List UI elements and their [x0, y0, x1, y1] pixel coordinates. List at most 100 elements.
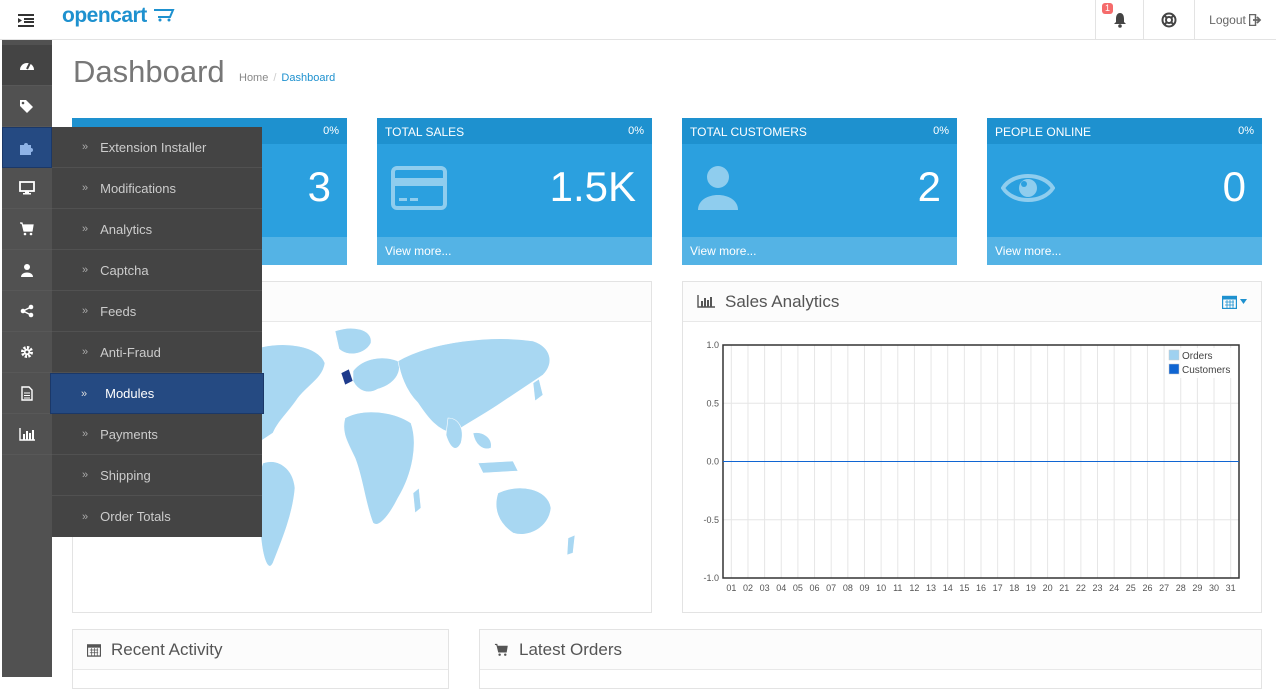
angle-double-right-icon: »	[82, 510, 89, 523]
menu-item-analytics[interactable]: » Analytics	[52, 209, 262, 250]
sign-out-icon	[1248, 14, 1262, 26]
data-point-customers	[897, 461, 899, 462]
tile-title: TOTAL SALES	[385, 125, 465, 139]
panel-heading: Sales Analytics	[683, 282, 1261, 322]
tile-footer[interactable]: View more...	[987, 237, 1262, 265]
sidebar-item-statistics[interactable]	[2, 414, 52, 455]
logout-button[interactable]: Logout	[1194, 0, 1276, 40]
breadcrumb-home-link[interactable]: Home	[239, 72, 269, 84]
sales-analytics-panel: Sales Analytics 1.0 0.5 0.0 -0.5 -1.0 01 02 03 0…	[682, 281, 1262, 613]
x-tick-label: 18	[1009, 583, 1019, 593]
menu-item-feeds[interactable]: » Feeds	[52, 291, 262, 332]
data-point-customers	[747, 461, 749, 462]
eye-icon	[1001, 174, 1055, 202]
x-tick-label: 17	[993, 583, 1003, 593]
help-button[interactable]	[1143, 0, 1194, 40]
sidebar-item-system[interactable]	[2, 332, 52, 373]
tile-footer[interactable]: View more...	[377, 237, 652, 265]
sidebar-item-customers[interactable]	[2, 250, 52, 291]
tile-value: 3	[307, 163, 331, 210]
data-point-customers	[1047, 461, 1049, 462]
data-point-customers	[1013, 461, 1015, 462]
tile-body: 3	[72, 144, 347, 237]
data-point-customers	[1146, 461, 1148, 462]
tile-view-more-link[interactable]: View more...	[995, 244, 1062, 258]
tile-footer[interactable]: View more...	[682, 237, 957, 265]
x-tick-label: 12	[909, 583, 919, 593]
data-point-customers	[1180, 461, 1182, 462]
panel-title: Sales Analytics	[725, 291, 840, 311]
panel-title: Recent Activity	[111, 639, 223, 659]
menu-item-shipping[interactable]: » Shipping	[52, 455, 262, 496]
menu-toggle-button[interactable]	[0, 0, 52, 40]
menu-item-modules[interactable]: » Modules	[50, 373, 264, 414]
menu-item-label: Shipping	[100, 467, 151, 483]
x-tick-label: 04	[776, 583, 786, 593]
sidebar-item-catalog[interactable]	[2, 86, 52, 127]
caret-down-icon	[1240, 299, 1247, 304]
x-tick-label: 19	[1026, 583, 1036, 593]
panel-title: Latest Orders	[519, 639, 622, 659]
angle-double-right-icon: »	[82, 141, 89, 153]
data-point-customers	[847, 461, 849, 462]
file-icon	[21, 385, 33, 401]
life-ring-icon	[1161, 12, 1177, 28]
data-point-customers	[1196, 461, 1198, 462]
tile-percentage: 0%	[1238, 125, 1254, 137]
sidebar-item-marketing[interactable]	[2, 291, 52, 332]
tile-percentage: 0%	[933, 125, 949, 137]
y-tick-label: -0.5	[703, 515, 719, 525]
x-tick-label: 09	[859, 583, 869, 593]
data-point-customers	[797, 461, 799, 462]
tile-title: PEOPLE ONLINE	[995, 125, 1092, 139]
data-point-customers	[780, 461, 782, 462]
x-tick-label: 14	[943, 583, 953, 593]
menu-item-extension-installer[interactable]: » Extension Installer	[52, 127, 262, 168]
tile-value: 2	[917, 163, 941, 210]
panel-heading: Recent Activity	[73, 630, 448, 670]
range-dropdown-button[interactable]	[1222, 295, 1247, 309]
calendar-icon	[87, 643, 101, 657]
x-tick-label: 26	[1142, 583, 1152, 593]
sidebar-item-extensions[interactable]	[2, 127, 52, 168]
world-map[interactable]	[73, 323, 651, 613]
tile-value: 0	[1222, 163, 1246, 210]
data-point-customers	[1097, 461, 1099, 462]
x-tick-label: 13	[926, 583, 936, 593]
menu-item-modifications[interactable]: » Modifications	[52, 168, 262, 209]
x-tick-label: 10	[876, 583, 886, 593]
calendar-icon	[1222, 295, 1237, 309]
menu-item-captcha[interactable]: » Captcha	[52, 250, 262, 291]
tile-view-more-link[interactable]: View more...	[690, 244, 757, 258]
logo-text: opencart	[62, 4, 147, 27]
tile-view-more-link[interactable]: View more...	[385, 244, 452, 258]
sales-chart: 1.0 0.5 0.0 -0.5 -1.0 01 02 03 04 05 06 07 08 09 10 11 1…	[703, 340, 1240, 593]
sidebar-item-sales[interactable]	[2, 209, 52, 250]
menu-item-payments[interactable]: » Payments	[52, 414, 262, 455]
menu-item-anti-fraud[interactable]: » Anti-Fraud	[52, 332, 262, 373]
menu-item-order-totals[interactable]: » Order Totals	[52, 496, 262, 537]
sidebar-item-reports[interactable]	[2, 373, 52, 414]
notification-badge: 1	[1102, 3, 1114, 14]
logo[interactable]: opencart	[62, 4, 177, 28]
tile-total-sales: TOTAL SALES 0% 1.5K View more...	[377, 118, 652, 265]
angle-double-right-icon: »	[82, 469, 89, 481]
data-point-customers	[980, 461, 982, 462]
data-point-customers	[1130, 461, 1132, 462]
x-tick-label: 27	[1159, 583, 1169, 593]
extensions-flyout-menu: » Extension Installer » Modifications » Ana…	[50, 127, 264, 537]
breadcrumb-separator: /	[273, 72, 277, 84]
x-tick-label: 07	[826, 583, 836, 593]
breadcrumb-dashboard-link[interactable]: Dashboard	[281, 72, 336, 84]
menu-item-label: Payments	[100, 426, 158, 442]
angle-double-right-icon: »	[82, 182, 89, 194]
sidebar-item-design[interactable]	[2, 168, 52, 209]
sidebar-item-dashboard[interactable]	[2, 45, 52, 86]
data-point-customers	[764, 461, 766, 462]
data-point-customers	[730, 461, 732, 462]
notifications-button[interactable]	[1095, 0, 1143, 40]
logo-cart-icon	[149, 9, 177, 26]
menu-item-label: Feeds	[100, 303, 137, 319]
data-point-customers	[863, 461, 865, 462]
tile-title: TOTAL CUSTOMERS	[690, 125, 807, 139]
